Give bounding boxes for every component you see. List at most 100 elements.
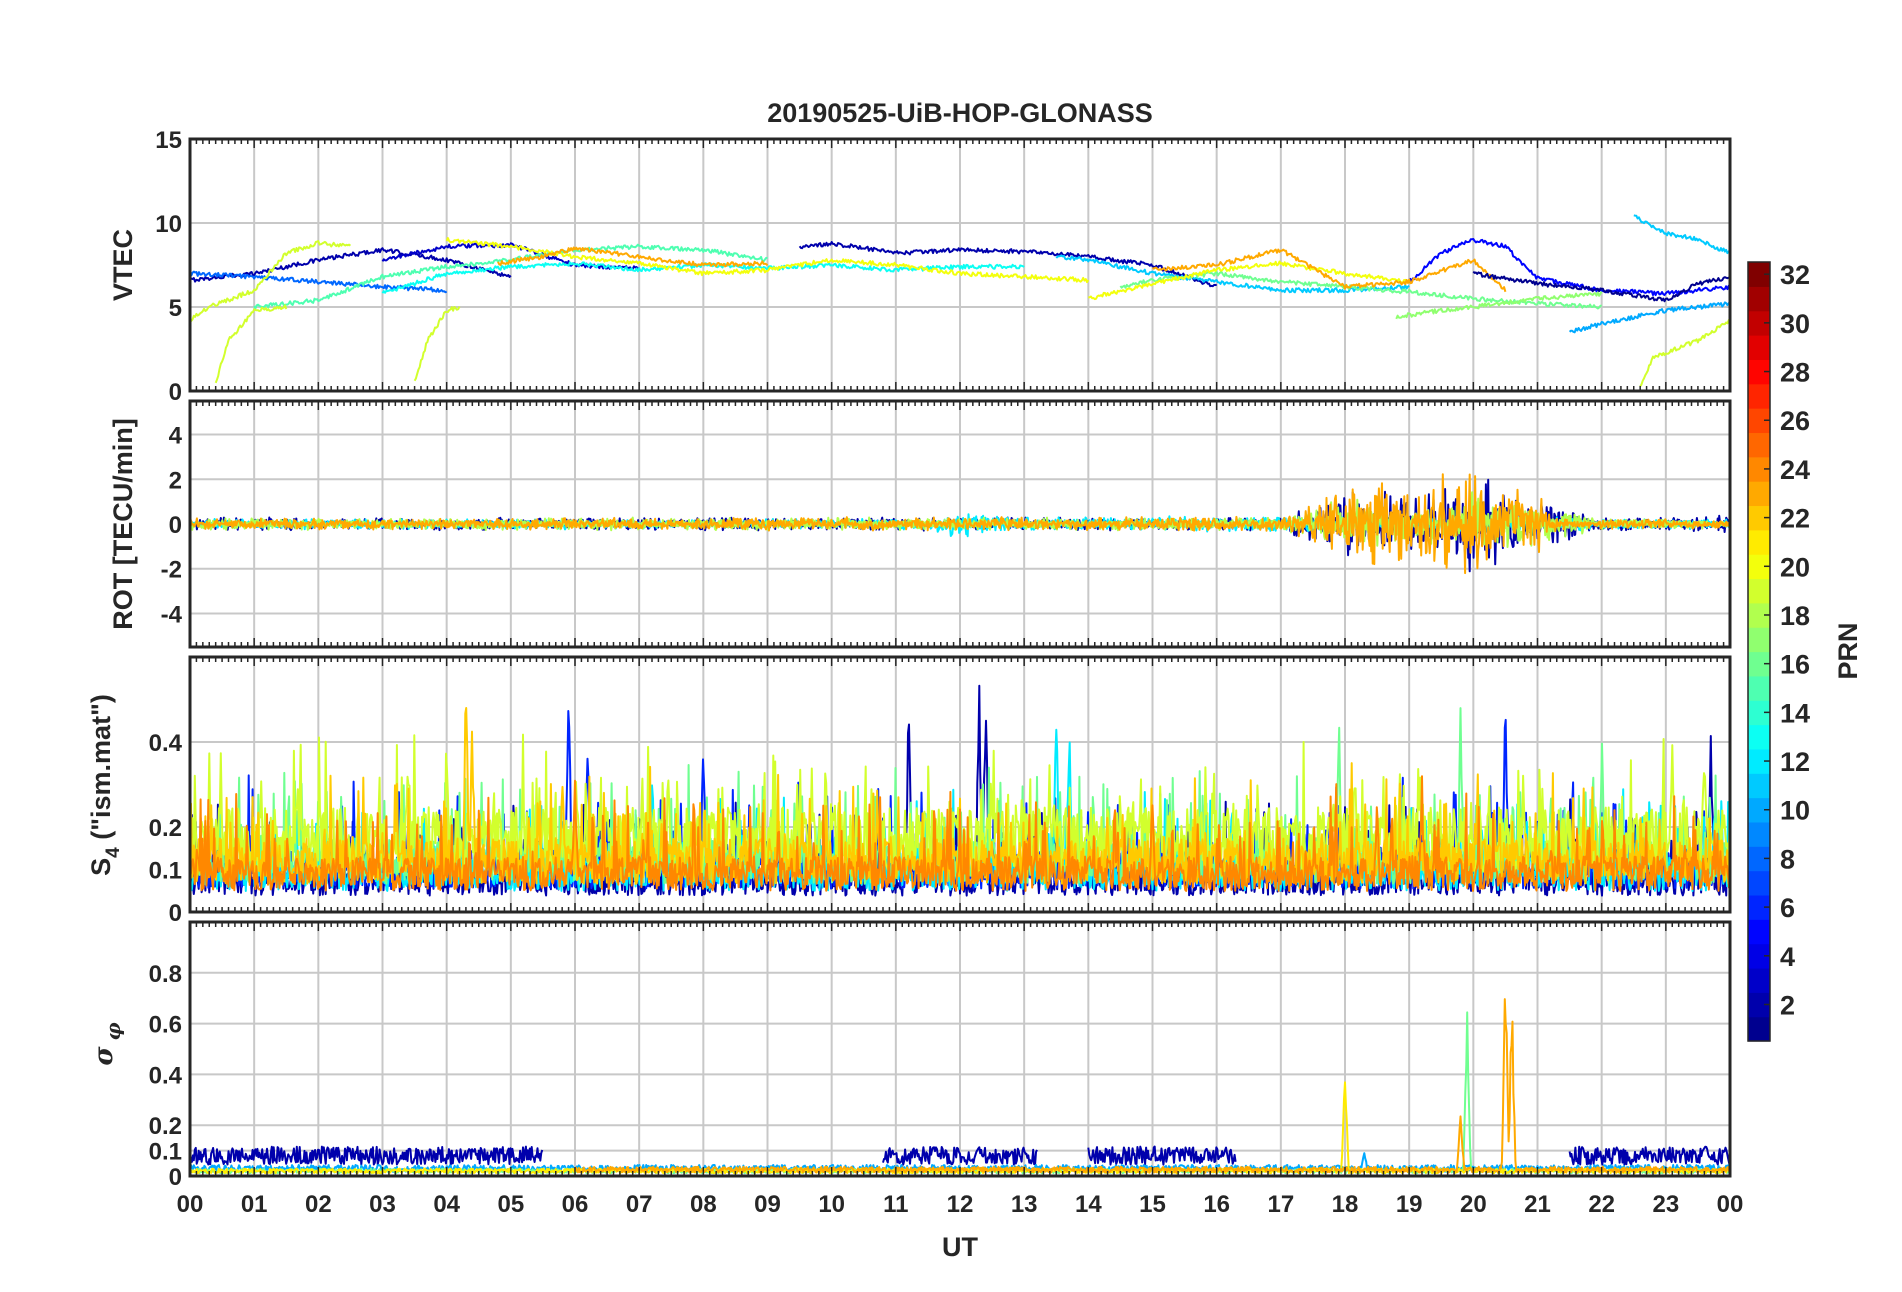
colorbar-tick-label: 24 [1780,455,1810,485]
s4-series-line [190,775,1730,892]
colorbar-band [1748,578,1770,604]
colorbar-band [1748,992,1770,1018]
colorbar-frame [1747,261,1771,1042]
chart-title: 20190525-UiB-HOP-GLONASS [767,98,1153,128]
vtec-y-label: VTEC [108,229,138,301]
x-tick-label: 20 [1460,1191,1487,1218]
x-tick-label: 11 [883,1191,908,1218]
colorbar-tick-label: 10 [1780,796,1810,826]
x-tick-label: 23 [1652,1191,1679,1218]
vtec-series-line [1408,238,1730,297]
rot-y-tick-label: -4 [161,601,183,628]
vtec-series-line [1568,301,1730,334]
colorbar-tick-label: 14 [1780,698,1810,728]
sigma-phi-y-tick-label: 0.6 [149,1012,182,1039]
colorbar-band [1748,651,1770,677]
colorbar-band [1748,408,1770,434]
s4-y-label: S4 ("ism.mat") [86,694,124,876]
s4-series [190,684,1730,897]
x-tick-label: 10 [818,1191,845,1218]
colorbar-band [1748,529,1770,555]
sigma-phi-series-line [190,1145,544,1166]
colorbar-tick-label: 18 [1780,601,1810,631]
colorbar-band [1748,505,1770,531]
x-tick-label: 00 [1717,1191,1744,1218]
colorbar-band [1748,262,1770,287]
colorbar-tick-label: 20 [1780,552,1810,582]
vtec-y-tick-label: 10 [155,211,182,238]
x-tick-label: 09 [754,1191,781,1218]
x-tick-label: 12 [947,1191,974,1218]
sigma-phi-series-line [1568,1145,1730,1166]
colorbar-band [1748,870,1770,896]
panel-sigma-phi: 00.10.2 0.4 0.6 0.8 σφ [89,920,1732,1191]
x-tick-label: 06 [562,1191,589,1218]
rot-y-tick-label: 2 [169,467,182,494]
vtec-series-line [1395,290,1603,320]
colorbar-band [1748,748,1770,774]
colorbar-band [1748,310,1770,336]
rot-y-tick-label: 4 [169,423,183,450]
colorbar-band [1748,432,1770,458]
x-tick-label: 16 [1203,1191,1230,1218]
colorbar-band [1748,602,1770,628]
colorbar-band [1748,919,1770,945]
colorbar-band [1748,627,1770,653]
vtec-frame [188,137,1732,393]
rot-y-tick-label: 0 [169,512,182,539]
sigma-phi-y-tick-label: 0.2 [149,1113,182,1140]
x-tick-label: 21 [1524,1191,1551,1218]
x-tick-label: 05 [497,1191,524,1218]
vtec-series-line [1152,248,1507,293]
x-tick-label: 02 [305,1191,332,1218]
rot-axis: -4 -2 0 2 4 [161,399,1732,649]
vtec-y-tick-label: 0 [169,379,182,406]
colorbar-tick-label: 12 [1780,747,1810,777]
colorbar-tick-label: 28 [1780,358,1810,388]
sigma-phi-grid [189,922,1731,1177]
colorbar-band [1748,335,1770,360]
rot-series [190,473,1730,575]
vtec-series-line [798,241,1217,288]
colorbar-label: PRN [1833,622,1863,679]
vtec-series-line [214,304,288,384]
vtec-series-line [497,246,769,268]
colorbar-band [1748,797,1770,823]
vtec-series-line [190,240,352,323]
colorbar-tick-label: 8 [1780,844,1795,874]
colorbar-tick-label: 4 [1780,942,1795,972]
x-tick-label: 08 [690,1191,717,1218]
colorbar-tick-label: 26 [1780,406,1810,436]
colorbar-band [1748,773,1770,799]
x-tick-labels: 00 01 02 03 04 05 06 07 08 09 10 11 12 13 14 15 16 17 18 19… [177,1191,1744,1218]
colorbar-band [1748,967,1770,993]
rot-series-line [190,473,1730,575]
x-tick-label: 15 [1139,1191,1166,1218]
x-tick-label: 03 [369,1191,396,1218]
s4-frame [188,655,1732,914]
x-tick-label: 14 [1075,1191,1102,1218]
colorbar-band [1748,675,1770,701]
sigma-phi-axis: 00.10.2 0.4 0.6 0.8 [149,920,1732,1191]
colorbar-gradient [1748,262,1770,1042]
x-tick-label: 18 [1332,1191,1359,1218]
s4-y-tick-label: 0.4 [149,730,183,757]
s4-series-line [190,707,1730,885]
colorbar-band [1748,286,1770,312]
sigma-phi-y-tick-label: 0.4 [149,1062,183,1089]
s4-axis: 0 0.1 0.2 0.4 [149,655,1732,927]
s4-y-tick-label: 0.2 [149,815,182,842]
rot-y-label: ROT [TECU/min] [108,418,138,629]
colorbar-band [1748,700,1770,726]
vtec-series-line [1639,318,1730,387]
x-tick-label: 17 [1267,1191,1294,1218]
colorbar-tick-label: 6 [1780,893,1795,923]
sigma-phi-y-tick-label: 0.8 [149,961,182,988]
x-tick-label: 01 [241,1191,268,1218]
colorbar-tick-label: 32 [1780,260,1810,290]
rot-frame [188,399,1732,649]
panel-rot: -4 -2 0 2 4 ROT [TECU/min] [108,399,1732,649]
